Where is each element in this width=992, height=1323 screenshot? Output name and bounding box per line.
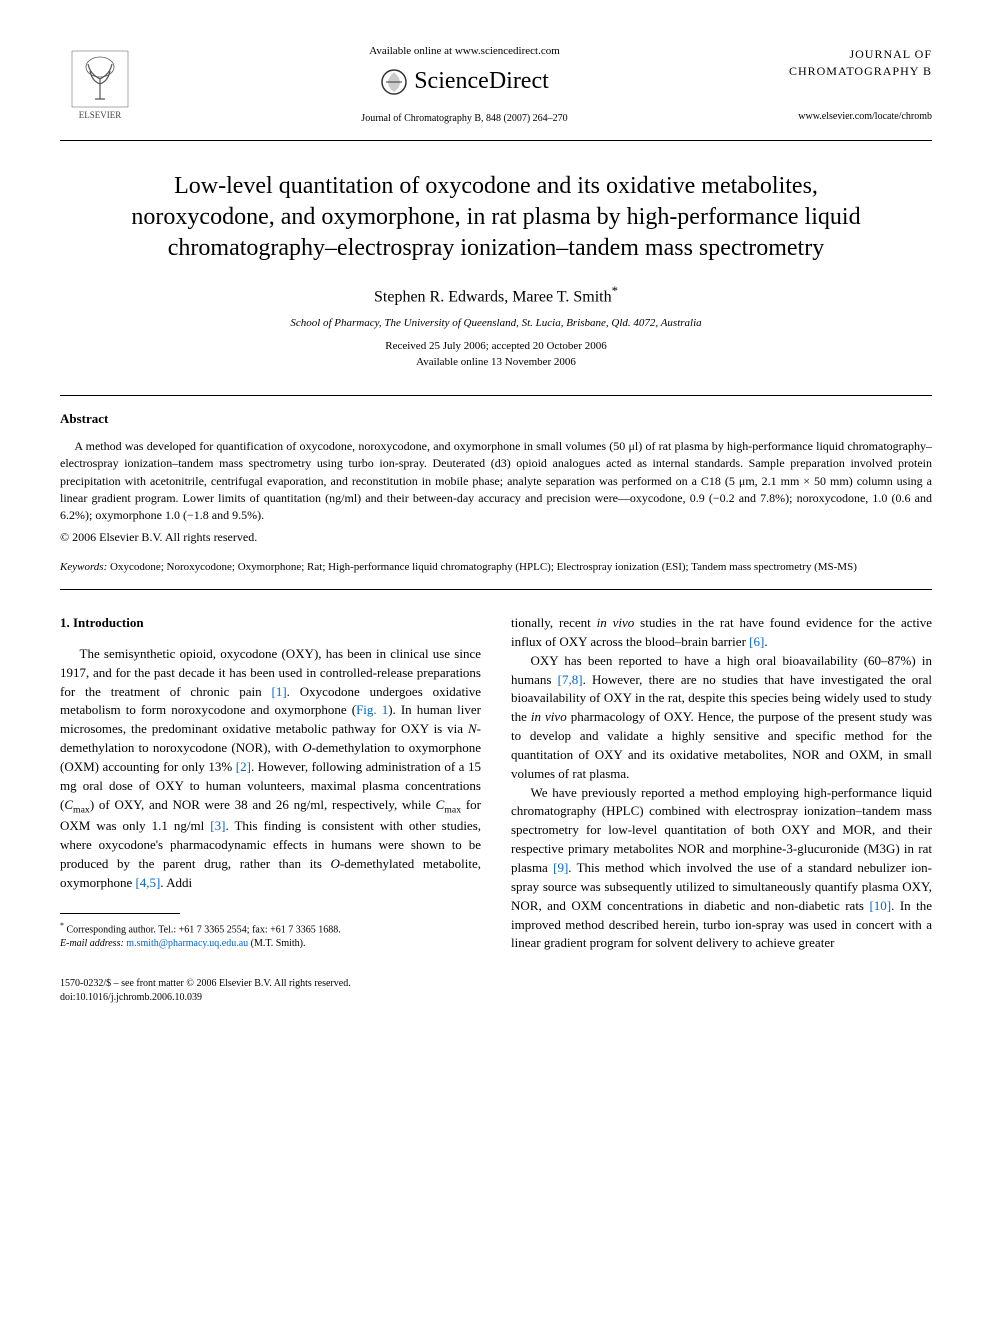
- ref-link-2[interactable]: [2]: [236, 759, 251, 774]
- sciencedirect-icon: [380, 68, 408, 96]
- right-column: tionally, recent in vivo studies in the …: [511, 614, 932, 953]
- available-online-line: Available online at www.sciencedirect.co…: [140, 44, 789, 59]
- ref-link-10[interactable]: [10]: [869, 898, 891, 913]
- journal-name-line2: CHROMATOGRAPHY B: [789, 63, 932, 80]
- intro-para-1: The semisynthetic opioid, oxycodone (OXY…: [60, 645, 481, 893]
- authors: Stephen R. Edwards, Maree T. Smith*: [60, 283, 932, 309]
- article-title: Low-level quantitation of oxycodone and …: [100, 171, 892, 265]
- abstract-rule-bottom: [60, 589, 932, 590]
- left-column: 1. Introduction The semisynthetic opioid…: [60, 614, 481, 953]
- ref-link-9[interactable]: [9]: [553, 860, 568, 875]
- intro-para-3: We have previously reported a method emp…: [511, 784, 932, 954]
- publisher-name: ELSEVIER: [79, 109, 122, 122]
- journal-name-block: JOURNAL OF CHROMATOGRAPHY B www.elsevier…: [789, 46, 932, 124]
- abstract-body: A method was developed for quantificatio…: [60, 438, 932, 525]
- keywords-text: Oxycodone; Noroxycodone; Oxymorphone; Ra…: [110, 561, 857, 573]
- footnote-email-who: (M.T. Smith).: [251, 938, 306, 949]
- abstract-rule-top: [60, 395, 932, 396]
- keywords-label: Keywords:: [60, 561, 107, 573]
- affiliation: School of Pharmacy, The University of Qu…: [60, 316, 932, 331]
- journal-reference: Journal of Chromatography B, 848 (2007) …: [140, 112, 789, 126]
- corresponding-mark: *: [612, 284, 618, 298]
- keywords: Keywords: Oxycodone; Noroxycodone; Oxymo…: [60, 560, 932, 575]
- abstract-text: A method was developed for quantificatio…: [60, 438, 932, 525]
- section-heading-intro: 1. Introduction: [60, 614, 481, 633]
- ref-link-1[interactable]: [1]: [272, 684, 287, 699]
- abstract-copyright: © 2006 Elsevier B.V. All rights reserved…: [60, 529, 932, 546]
- corresponding-author-footnote: * Corresponding author. Tel.: +61 7 3365…: [60, 920, 481, 951]
- ref-link-6[interactable]: [6]: [749, 634, 764, 649]
- author-names: Stephen R. Edwards, Maree T. Smith: [374, 288, 612, 305]
- received-accepted: Received 25 July 2006; accepted 20 Octob…: [60, 338, 932, 355]
- footer-doi: doi:10.1016/j.jchromb.2006.10.039: [60, 991, 932, 1005]
- fig-link-1[interactable]: Fig. 1: [356, 702, 388, 717]
- sciencedirect-logo: ScienceDirect: [140, 65, 789, 99]
- footnote-email-label: E-mail address:: [60, 938, 124, 949]
- header-rule: [60, 140, 932, 141]
- center-header: Available online at www.sciencedirect.co…: [140, 44, 789, 127]
- sciencedirect-text: ScienceDirect: [414, 65, 549, 99]
- publisher-logo: ELSEVIER: [60, 40, 140, 130]
- ref-link-3[interactable]: [3]: [210, 818, 225, 833]
- ref-link-4-5[interactable]: [4,5]: [135, 875, 160, 890]
- body-columns: 1. Introduction The semisynthetic opioid…: [60, 614, 932, 953]
- footnote-rule: [60, 913, 180, 914]
- ref-link-7-8[interactable]: [7,8]: [558, 672, 583, 687]
- footnote-asterisk: *: [60, 921, 64, 930]
- journal-name-line1: JOURNAL OF: [789, 46, 932, 63]
- abstract-heading: Abstract: [60, 410, 932, 428]
- article-dates: Received 25 July 2006; accepted 20 Octob…: [60, 338, 932, 371]
- elsevier-tree-icon: [70, 49, 130, 109]
- footnote-email[interactable]: m.smith@pharmacy.uq.edu.au: [126, 938, 248, 949]
- intro-para-2: OXY has been reported to have a high ora…: [511, 652, 932, 784]
- intro-para-1-cont: tionally, recent in vivo studies in the …: [511, 614, 932, 652]
- footnote-corr: Corresponding author. Tel.: +61 7 3365 2…: [67, 924, 341, 935]
- journal-header: ELSEVIER Available online at www.science…: [60, 40, 932, 130]
- page-footer: 1570-0232/$ – see front matter © 2006 El…: [60, 977, 932, 1005]
- available-online: Available online 13 November 2006: [60, 354, 932, 371]
- footer-copyright: 1570-0232/$ – see front matter © 2006 El…: [60, 977, 932, 991]
- journal-url: www.elsevier.com/locate/chromb: [789, 110, 932, 124]
